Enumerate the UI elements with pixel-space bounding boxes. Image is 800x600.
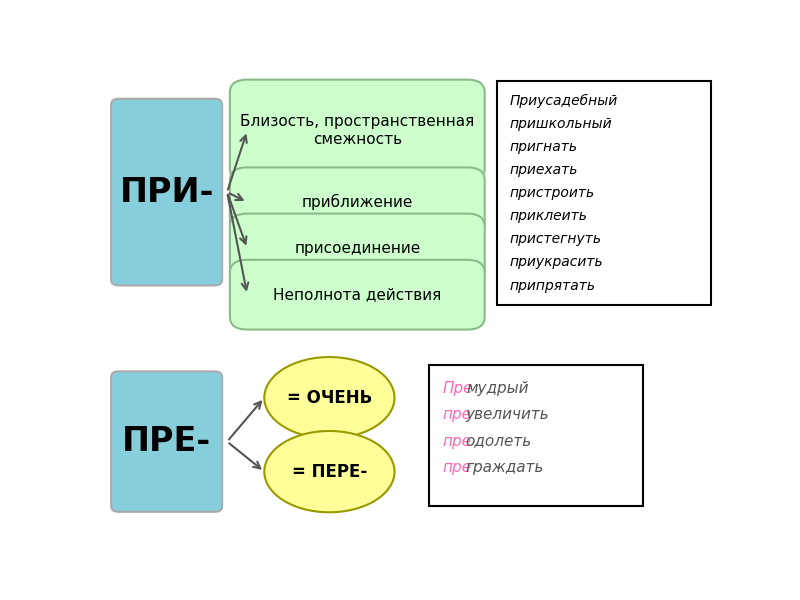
Text: Близость, пространственная
смежность: Близость, пространственная смежность [240,115,474,147]
Text: мудрый: мудрый [466,381,529,396]
Text: увеличить: увеличить [466,407,549,422]
FancyBboxPatch shape [111,371,222,512]
Text: = ПЕРЕ-: = ПЕРЕ- [292,463,367,481]
FancyBboxPatch shape [230,260,485,329]
Text: припрятать: припрятать [510,278,595,293]
Text: присоединение: присоединение [294,241,421,256]
Text: приближение: приближение [302,194,413,211]
Text: пришкольный: пришкольный [510,117,612,131]
Text: приукрасить: приукрасить [510,256,603,269]
Text: граждать: граждать [466,460,544,475]
Text: = ОЧЕНЬ: = ОЧЕНЬ [286,389,372,407]
Text: пристегнуть: пристегнуть [510,232,602,247]
Text: ПРИ-: ПРИ- [119,176,214,209]
Text: Приусадебный: Приусадебный [510,94,618,108]
Text: пре: пре [443,460,472,475]
Text: Неполнота действия: Неполнота действия [273,287,442,302]
FancyBboxPatch shape [111,99,222,286]
Text: одолеть: одолеть [466,434,531,449]
FancyBboxPatch shape [230,214,485,283]
Text: пре: пре [443,434,472,449]
Ellipse shape [264,431,394,512]
Text: пригнать: пригнать [510,140,578,154]
FancyBboxPatch shape [230,167,485,237]
Text: приклеить: приклеить [510,209,587,223]
FancyBboxPatch shape [497,81,710,305]
FancyBboxPatch shape [230,80,485,182]
Text: пре: пре [443,407,472,422]
Text: пристроить: пристроить [510,186,594,200]
FancyBboxPatch shape [429,365,642,506]
Text: ПРЕ-: ПРЕ- [122,425,211,458]
Text: Пре: Пре [443,381,474,396]
Ellipse shape [264,357,394,439]
Text: приехать: приехать [510,163,578,177]
